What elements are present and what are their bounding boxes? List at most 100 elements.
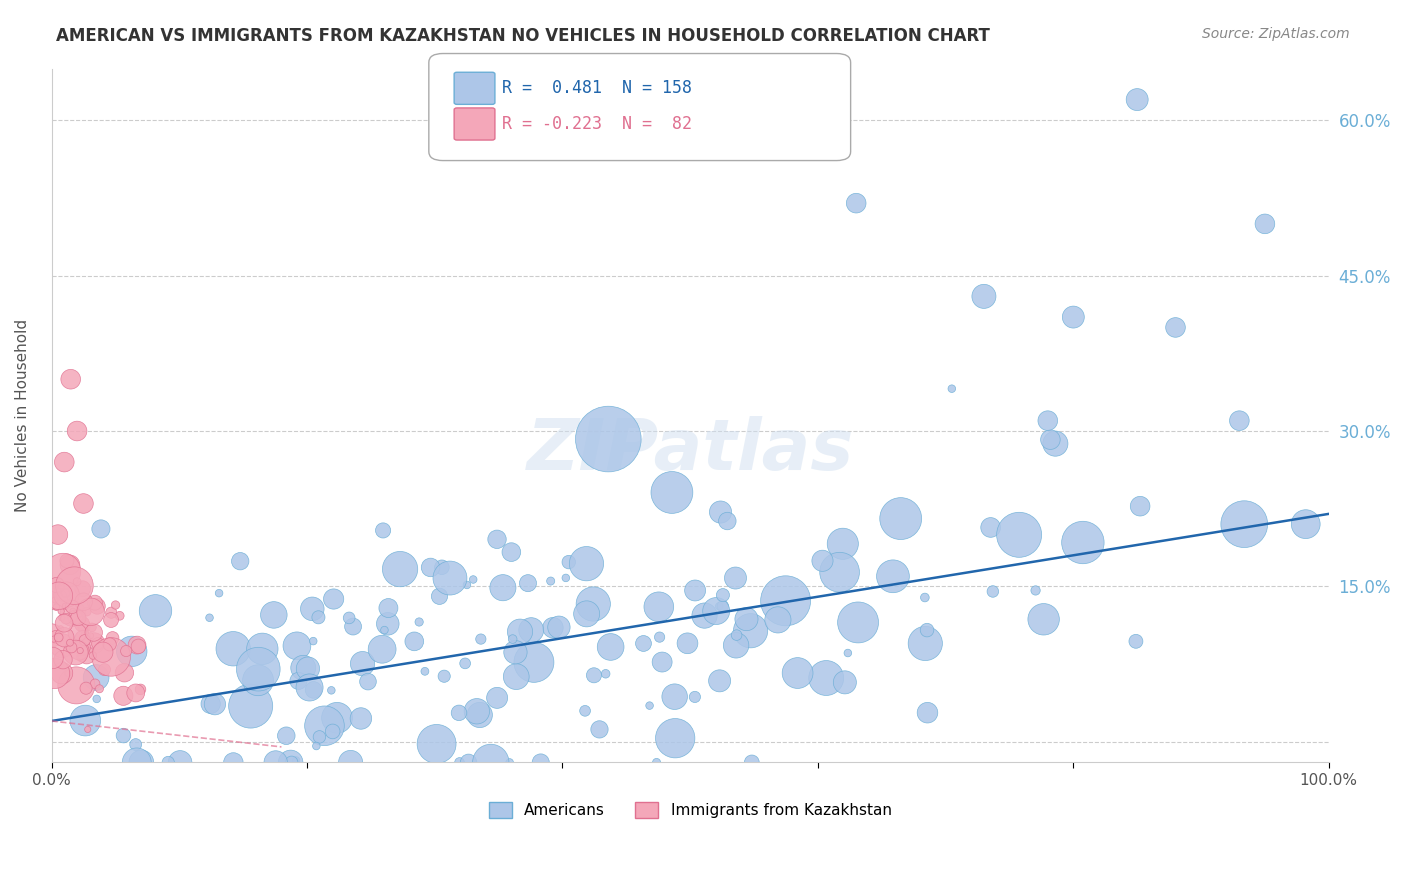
Point [53, 616, 76, 631]
Point [725, 638, 748, 652]
Point [63, 579, 86, 593]
Point [42, 632, 65, 646]
Point [73, 633, 96, 648]
Point [651, 655, 673, 669]
Point [1295, 517, 1317, 532]
Point [53, 586, 76, 600]
Point [302, 682, 325, 697]
Point [314, 719, 336, 733]
Point [59, 372, 82, 386]
Point [169, 756, 191, 770]
Point [1008, 528, 1031, 542]
Y-axis label: No Vehicles in Household: No Vehicles in Household [15, 319, 30, 512]
Point [357, 674, 380, 689]
Point [222, 641, 245, 656]
Point [129, 682, 152, 697]
Point [664, 690, 686, 704]
Text: AMERICAN VS IMMIGRANTS FROM KAZAKHSTAN NO VEHICLES IN HOUSEHOLD CORRELATION CHAR: AMERICAN VS IMMIGRANTS FROM KAZAKHSTAN N… [56, 27, 990, 45]
Point [56, 554, 79, 568]
Point [664, 731, 686, 746]
Point [70, 640, 93, 655]
Point [66, 626, 89, 640]
Point [1254, 217, 1277, 231]
Point [247, 673, 270, 688]
Point [1032, 612, 1054, 626]
Point [502, 632, 524, 646]
Point [457, 756, 479, 770]
Point [741, 756, 763, 770]
Point [305, 739, 328, 753]
Point [439, 571, 461, 585]
Point [297, 662, 319, 676]
Point [725, 628, 748, 642]
Point [433, 669, 456, 683]
Point [914, 636, 936, 650]
Point [350, 711, 373, 725]
Point [520, 623, 543, 637]
Point [45, 591, 67, 606]
Point [125, 638, 148, 652]
Point [145, 604, 167, 618]
Point [321, 683, 343, 698]
Point [65, 610, 87, 624]
Text: ZIPatlas: ZIPatlas [526, 416, 853, 484]
Point [704, 604, 727, 618]
Point [84, 671, 107, 685]
Point [83, 636, 105, 650]
Point [683, 583, 706, 598]
Point [645, 756, 668, 770]
Point [377, 601, 399, 615]
Point [530, 756, 553, 770]
Point [55, 586, 77, 600]
Point [456, 578, 478, 592]
Point [326, 711, 349, 725]
Point [509, 624, 531, 639]
Point [716, 514, 738, 528]
Point [413, 665, 436, 679]
Point [59, 558, 82, 572]
Point [298, 681, 321, 695]
Point [633, 636, 655, 650]
Point [52, 564, 75, 578]
Point [73, 619, 96, 633]
Point [60, 640, 83, 655]
Point [65, 646, 87, 660]
Point [208, 586, 231, 600]
Point [574, 704, 596, 718]
Point [41, 651, 63, 665]
Point [308, 730, 330, 744]
Point [915, 623, 938, 637]
Legend: Americans, Immigrants from Kazakhstan: Americans, Immigrants from Kazakhstan [482, 796, 897, 824]
Point [709, 599, 731, 614]
Point [44, 666, 66, 681]
Point [101, 631, 124, 645]
Point [125, 686, 148, 700]
Point [53, 455, 76, 469]
Point [222, 756, 245, 770]
Point [505, 645, 527, 659]
Point [468, 708, 491, 723]
Point [98, 637, 121, 651]
Point [45, 578, 67, 592]
Point [72, 632, 94, 646]
Point [263, 607, 285, 622]
Point [280, 756, 302, 770]
Point [247, 662, 270, 676]
Point [45, 630, 67, 644]
Point [465, 704, 488, 718]
Point [1045, 436, 1067, 450]
Point [463, 573, 485, 587]
Point [389, 562, 412, 576]
Point [82, 648, 104, 663]
Point [882, 569, 904, 583]
Point [575, 607, 598, 621]
Point [100, 606, 122, 620]
Point [70, 617, 93, 632]
Point [292, 661, 315, 675]
Point [198, 611, 221, 625]
Point [59, 636, 82, 650]
Point [53, 630, 76, 644]
Point [49, 622, 72, 636]
Point [83, 625, 105, 640]
Point [980, 520, 1002, 534]
